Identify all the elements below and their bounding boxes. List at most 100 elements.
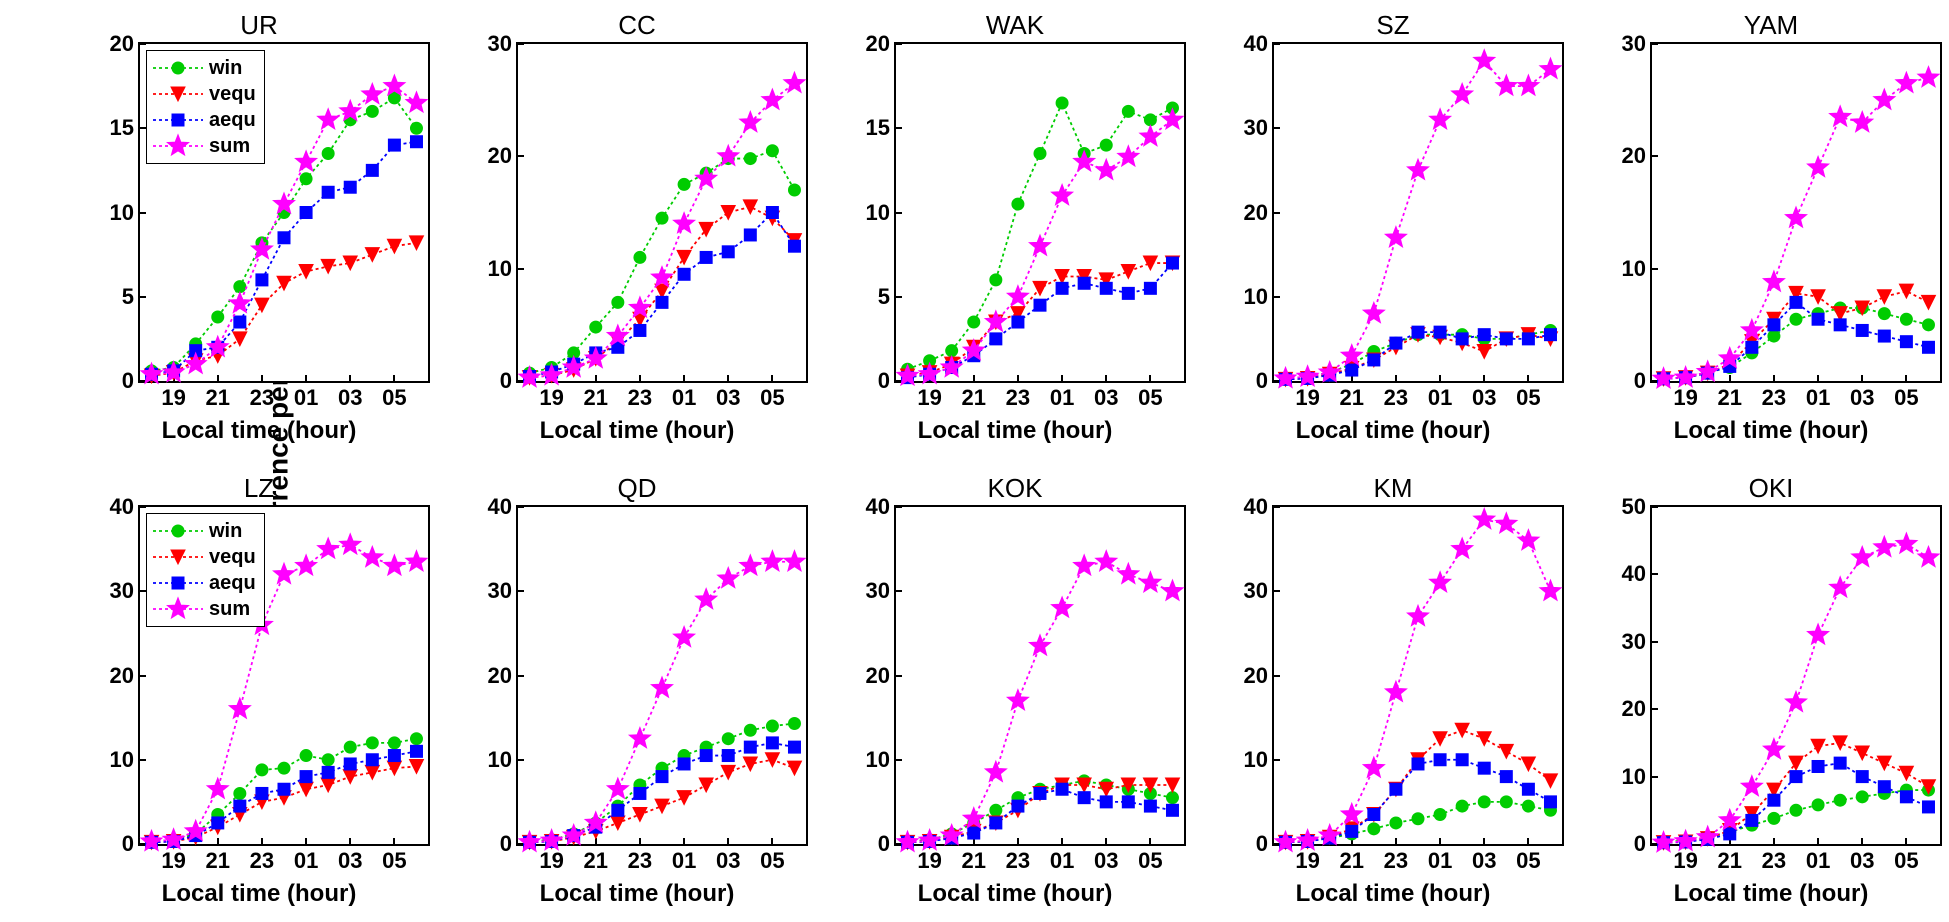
y-tick-label: 10	[1244, 747, 1274, 773]
x-tick-label: 01	[294, 844, 318, 874]
y-tick-label: 40	[1244, 31, 1274, 57]
plot-area: 010203040192123010305	[1272, 505, 1564, 846]
y-tick-label: 40	[1622, 561, 1652, 587]
x-tick-label: 05	[382, 844, 406, 874]
y-tick-label: 10	[1622, 256, 1652, 282]
legend-swatch	[153, 549, 203, 565]
y-tick-label: 40	[1244, 494, 1274, 520]
panel-OKI: OKI01020304050192123010305Local time (ho…	[1592, 473, 1949, 912]
x-tick-label: 19	[161, 381, 185, 411]
legend: win vequ aequ sum	[146, 513, 265, 627]
x-tick-label: 23	[628, 381, 652, 411]
markers-win	[902, 775, 1179, 848]
y-tick-label: 30	[1244, 115, 1274, 141]
series-win	[530, 151, 795, 373]
legend-label: sum	[209, 596, 250, 622]
x-tick-label: 19	[917, 381, 941, 411]
x-tick-label: 01	[1050, 381, 1074, 411]
x-tick-label: 05	[760, 381, 784, 411]
plot-area: 05101520192123010305 win vequ aequ sum	[138, 42, 430, 383]
y-tick-label: 30	[110, 578, 140, 604]
y-tick-label: 20	[1622, 143, 1652, 169]
legend-label: aequ	[209, 107, 256, 133]
y-tick-label: 20	[110, 663, 140, 689]
x-tick-label: 21	[1718, 844, 1742, 874]
x-tick-label: 23	[1384, 381, 1408, 411]
x-tick-label: 23	[1006, 844, 1030, 874]
plot-area: 010203040192123010305	[516, 505, 808, 846]
markers-sum	[1653, 67, 1939, 388]
y-tick-label: 10	[488, 256, 518, 282]
panel-UR: UR05101520192123010305 win vequ aequ sum…	[80, 10, 438, 449]
plot-area: 0102030192123010305	[1650, 42, 1942, 383]
y-tick-label: 50	[1622, 494, 1652, 520]
x-axis-label: Local time (hour)	[1592, 417, 1949, 445]
x-tick-label: 21	[206, 381, 230, 411]
legend-swatch	[153, 523, 203, 539]
x-tick-label: 21	[1340, 381, 1364, 411]
y-tick-label: 30	[866, 578, 896, 604]
y-tick-label: 10	[1244, 284, 1274, 310]
legend-swatch	[153, 60, 203, 76]
y-tick-label: 20	[1244, 663, 1274, 689]
x-tick-label: 03	[1094, 844, 1118, 874]
x-tick-label: 03	[1094, 381, 1118, 411]
legend-swatch	[153, 575, 203, 591]
x-axis-label: Local time (hour)	[458, 417, 816, 445]
panel-CC: CC0102030192123010305Local time (hour)	[458, 10, 816, 449]
y-tick-label: 10	[866, 200, 896, 226]
x-tick-label: 05	[1894, 381, 1918, 411]
legend-label: vequ	[209, 544, 256, 570]
legend-label: vequ	[209, 81, 256, 107]
markers-vequ	[523, 200, 802, 385]
x-tick-label: 05	[382, 381, 406, 411]
x-tick-label: 05	[1894, 844, 1918, 874]
panel-WAK: WAK05101520192123010305Local time (hour)	[836, 10, 1194, 449]
x-axis-label: Local time (hour)	[1214, 417, 1572, 445]
x-tick-label: 01	[1428, 381, 1452, 411]
panel-KM: KM010203040192123010305Local time (hour)	[1214, 473, 1572, 912]
y-tick-label: 20	[1244, 200, 1274, 226]
x-tick-label: 03	[716, 381, 740, 411]
x-tick-label: 21	[962, 844, 986, 874]
figure: FSF mean occurrence percentages (%) UR05…	[10, 10, 1949, 912]
panel-SZ: SZ010203040192123010305Local time (hour)	[1214, 10, 1572, 449]
markers-aequ	[1658, 296, 1935, 384]
x-tick-label: 05	[1138, 381, 1162, 411]
x-tick-label: 03	[716, 844, 740, 874]
x-tick-label: 21	[1718, 381, 1742, 411]
x-tick-label: 05	[760, 844, 784, 874]
y-tick-label: 40	[110, 494, 140, 520]
y-tick-label: 20	[488, 663, 518, 689]
legend-item-win: win	[153, 518, 256, 544]
y-tick-label: 15	[110, 115, 140, 141]
x-tick-label: 03	[1850, 844, 1874, 874]
markers-vequ	[1279, 723, 1558, 849]
panel-YAM: YAM0102030192123010305Local time (hour)	[1592, 10, 1949, 449]
legend-swatch	[153, 138, 203, 154]
y-tick-label: 40	[488, 494, 518, 520]
y-tick-label: 20	[866, 663, 896, 689]
x-tick-label: 21	[962, 381, 986, 411]
plot-area: 010203040192123010305	[894, 505, 1186, 846]
markers-aequ	[1280, 326, 1557, 385]
legend-swatch	[153, 86, 203, 102]
y-tick-label: 10	[110, 200, 140, 226]
x-tick-label: 21	[206, 844, 230, 874]
legend-label: win	[209, 518, 242, 544]
y-tick-label: 10	[110, 747, 140, 773]
y-tick-label: 20	[866, 31, 896, 57]
legend-label: win	[209, 55, 242, 81]
x-tick-label: 05	[1138, 844, 1162, 874]
y-tick-label: 40	[866, 494, 896, 520]
x-tick-label: 01	[672, 844, 696, 874]
x-tick-label: 03	[1850, 381, 1874, 411]
y-tick-label: 20	[110, 31, 140, 57]
legend-label: sum	[209, 133, 250, 159]
x-tick-label: 01	[294, 381, 318, 411]
legend-item-win: win	[153, 55, 256, 81]
markers-aequ	[902, 783, 1179, 848]
x-tick-label: 23	[628, 844, 652, 874]
y-tick-label: 10	[1622, 764, 1652, 790]
x-tick-label: 21	[584, 844, 608, 874]
